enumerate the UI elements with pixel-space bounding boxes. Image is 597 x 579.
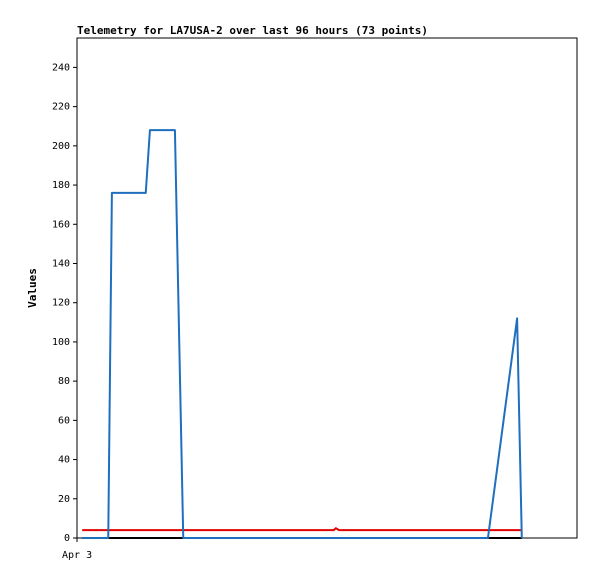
y-tick-label: 20 (58, 494, 70, 505)
series-line (82, 527, 522, 532)
y-tick-label: 100 (52, 337, 70, 348)
y-tick-label: 240 (52, 62, 70, 73)
y-tick-label: 200 (52, 141, 70, 152)
y-tick-label: 60 (58, 415, 70, 426)
y-tick-label: 120 (52, 298, 70, 309)
y-tick-label: 80 (58, 376, 70, 387)
y-tick-label: 180 (52, 180, 70, 191)
y-tick-label: 0 (64, 533, 70, 544)
y-tick-label: 40 (58, 455, 70, 466)
y-tick-label: 160 (52, 219, 70, 230)
y-axis-label: Values (26, 268, 39, 308)
x-tick-label: Apr 3 (62, 550, 92, 561)
series-line (82, 129, 523, 539)
y-tick-label: 140 (52, 258, 70, 269)
chart-title: Telemetry for LA7USA-2 over last 96 hour… (77, 24, 428, 37)
y-tick-label: 220 (52, 102, 70, 113)
